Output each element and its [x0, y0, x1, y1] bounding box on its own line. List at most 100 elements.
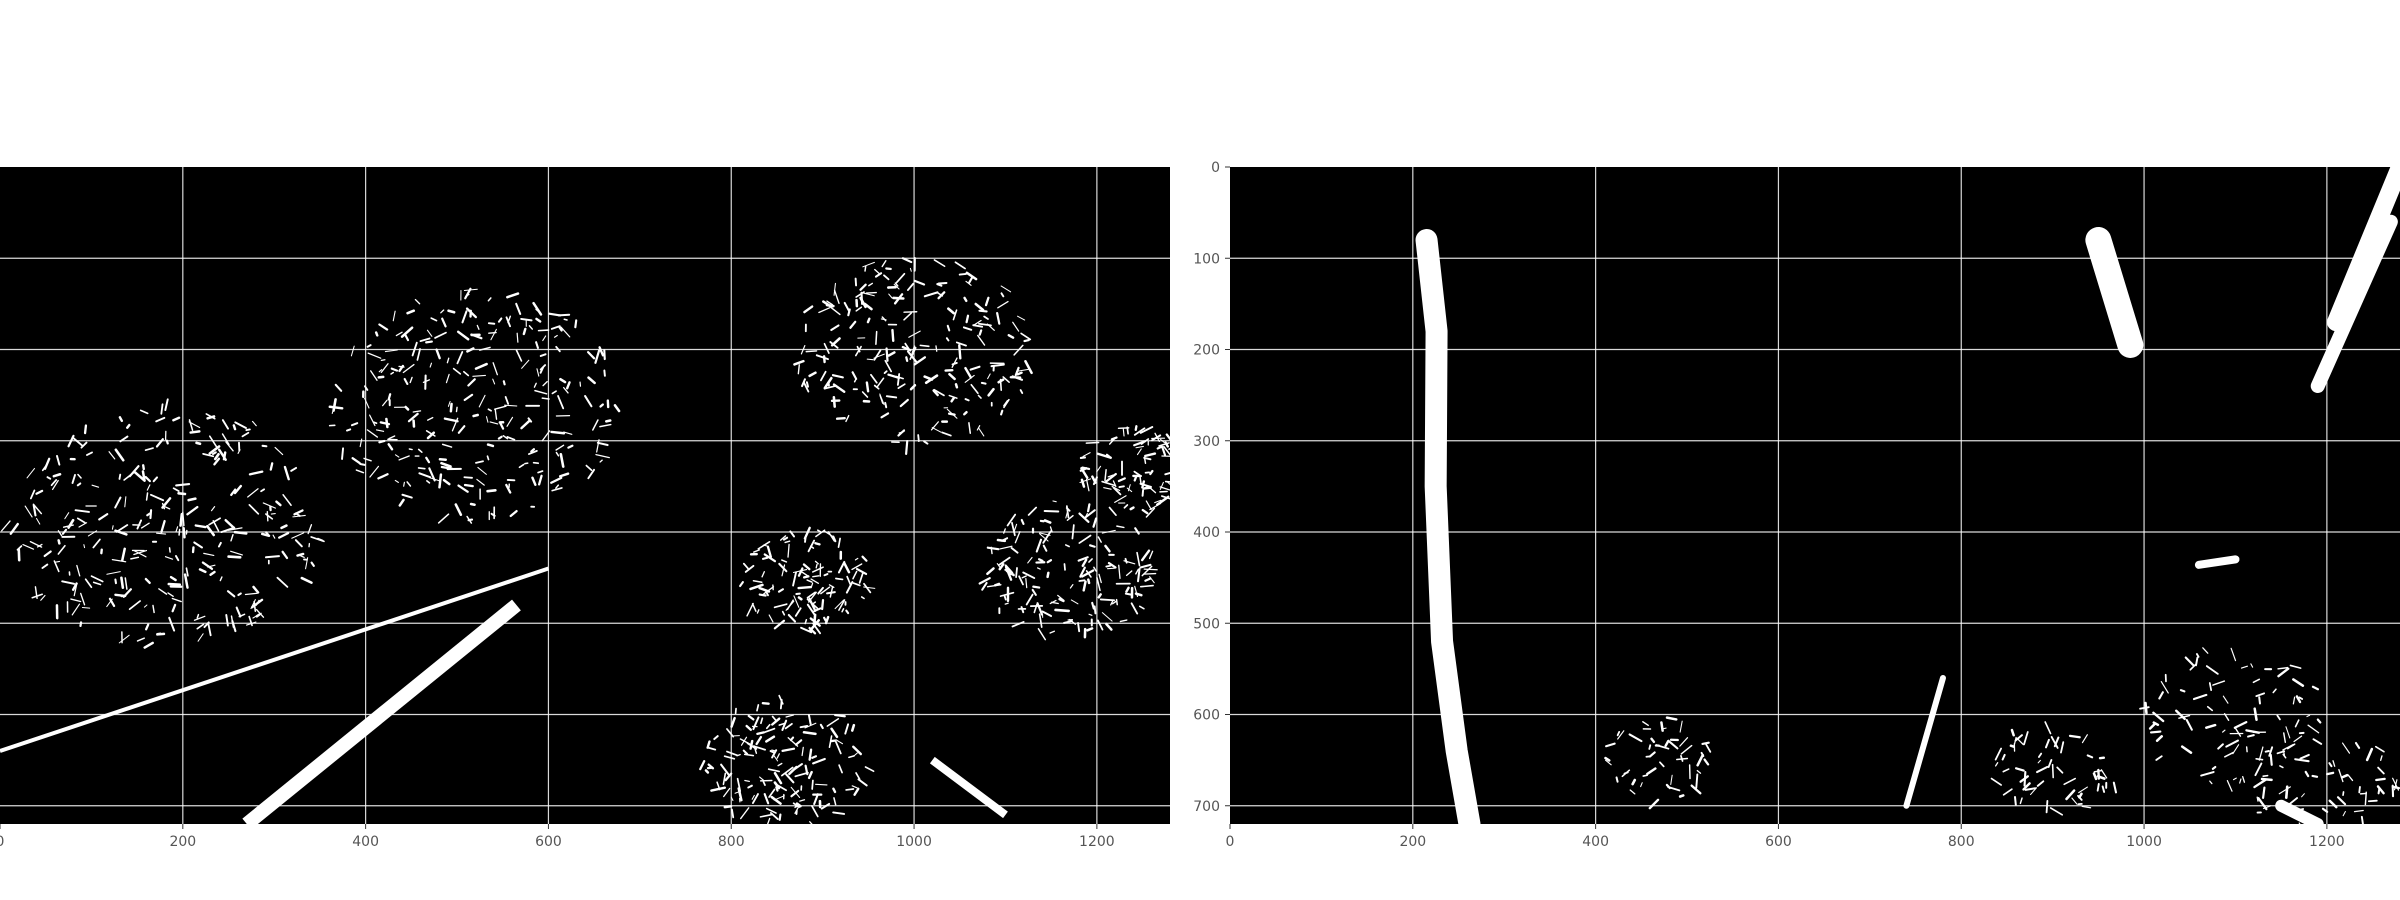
edge-speckle	[862, 261, 875, 268]
edge-speckle	[80, 592, 86, 606]
edge-speckle	[1660, 721, 1664, 732]
edge-speckle	[864, 766, 875, 773]
edge-speckle	[374, 331, 379, 337]
edge-speckle	[2304, 827, 2310, 831]
edge-speckle	[398, 364, 405, 373]
edge-speckle	[2202, 647, 2209, 654]
edge-speckle	[1018, 575, 1024, 586]
edge-speckle	[1107, 561, 1117, 569]
edge-speckle	[805, 350, 818, 353]
edge-speckle	[720, 763, 730, 776]
edge-speckle	[71, 474, 76, 484]
edge-speckle	[2254, 762, 2263, 777]
edge-speckle	[969, 365, 981, 371]
edge-speckle	[1023, 338, 1030, 343]
edge-speckle	[224, 519, 236, 530]
edge-speckle	[158, 588, 168, 595]
edge-speckle	[781, 747, 796, 752]
edge-speckle	[998, 556, 1011, 566]
edge-speckle	[810, 545, 815, 549]
edge-speckle	[2272, 688, 2277, 694]
edge-speckle	[983, 315, 989, 320]
edge-speckle	[1134, 425, 1138, 432]
edge-speckle	[1037, 628, 1047, 641]
edge-speckle	[1033, 603, 1038, 614]
edge-speckle	[26, 467, 36, 479]
edge-speckle	[964, 398, 970, 402]
edge-speckle	[968, 422, 972, 434]
edge-speckle	[404, 333, 410, 342]
edge-speckle	[887, 373, 901, 380]
edge-speckle	[504, 404, 518, 407]
edge-speckle	[1111, 600, 1118, 605]
edge-speckle	[2289, 664, 2302, 669]
edge-speckle	[753, 549, 761, 553]
edge-speckle	[833, 289, 840, 305]
edge-speckle	[276, 576, 289, 588]
edge-speckle	[120, 576, 125, 590]
edge-speckle	[179, 512, 184, 527]
y-tick-label: 0	[1211, 160, 1220, 176]
edge-speckle	[1696, 753, 1704, 767]
edge-speckle	[823, 384, 837, 390]
edge-speckle	[130, 556, 140, 560]
edge-speckle	[133, 550, 147, 558]
edge-speckle	[739, 581, 744, 588]
edge-speckle	[139, 409, 149, 415]
edge-speckle	[832, 811, 846, 815]
edge-speckle	[1101, 612, 1113, 622]
edge-speckle	[1159, 486, 1170, 491]
edge-speckle	[812, 566, 824, 573]
edge-speckle	[726, 750, 739, 757]
edge-speckle	[211, 451, 217, 456]
edge-speckle	[964, 366, 973, 379]
edge-speckle	[394, 479, 399, 483]
edge-speckle	[978, 427, 985, 437]
edge-speckle	[819, 723, 824, 730]
edge-speckle	[749, 583, 764, 591]
edge-speckle	[1078, 534, 1092, 544]
bright-blob	[2085, 227, 2144, 358]
edge-speckle	[467, 378, 476, 387]
edge-speckle	[968, 276, 974, 284]
edge-speckle	[771, 715, 777, 722]
edge-speckle	[997, 378, 1005, 384]
edge-speckle	[409, 376, 413, 384]
edge-speckle	[950, 396, 956, 403]
edge-speckle	[143, 604, 148, 608]
edge-speckle	[2326, 771, 2335, 776]
edge-speckle	[493, 405, 507, 410]
edge-speckle	[751, 794, 755, 800]
edge-speckle	[2328, 762, 2333, 768]
edge-speckle	[820, 586, 831, 595]
edge-speckle	[1615, 776, 1619, 783]
edge-speckle	[370, 370, 378, 381]
edge-speckle	[227, 555, 242, 559]
edge-speckle	[492, 362, 499, 376]
edge-speckle	[1046, 559, 1053, 564]
edge-speckle	[1110, 599, 1114, 606]
edge-speckle	[970, 383, 979, 395]
edge-speckle	[262, 502, 276, 509]
edge-speckle	[760, 717, 764, 725]
edge-speckle	[550, 430, 566, 435]
edge-speckle	[182, 526, 186, 539]
edge-speckle	[542, 335, 547, 342]
edge-speckle	[1135, 568, 1140, 575]
edge-speckle	[937, 291, 946, 300]
edge-speckle	[188, 419, 194, 432]
edge-speckle	[1623, 771, 1629, 775]
edge-speckle	[1139, 426, 1154, 434]
x-tick-label: 1200	[1079, 834, 1115, 850]
edge-speckle	[1080, 478, 1086, 488]
edge-speckle	[2253, 778, 2267, 789]
edge-speckle	[2014, 734, 2023, 742]
edge-speckle	[456, 330, 470, 341]
edge-speckle	[2096, 783, 2100, 792]
edge-speckle	[457, 484, 469, 493]
edge-speckle	[996, 311, 1001, 325]
edge-speckle	[2184, 656, 2195, 667]
edge-speckle	[1096, 576, 1101, 592]
edge-speckle	[555, 444, 565, 451]
edge-speckle	[435, 348, 441, 360]
